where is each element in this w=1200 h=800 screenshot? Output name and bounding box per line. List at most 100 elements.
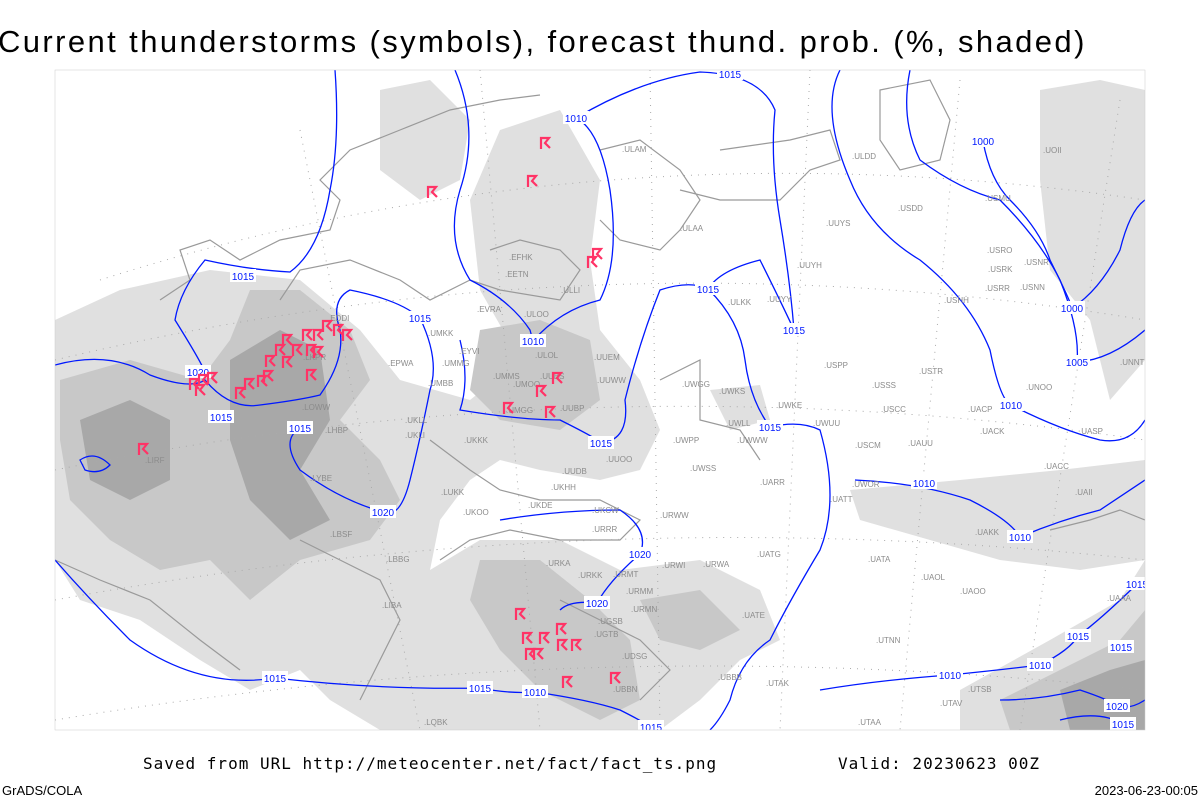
station-label: .UNNT [1120,358,1145,367]
station-label: .UKCW [592,506,619,515]
isobar-label-bg [970,134,996,147]
thunderstorm-symbol-icon [264,354,277,367]
thunderstorm-symbol-icon [532,647,545,660]
isobar-label-bg [1110,717,1136,730]
station-label: .UMMG [442,359,470,368]
station-label: .UMKK [428,329,454,338]
isobar-label: 1015 [783,326,806,337]
thunderstorm-probability-shading [55,80,1145,730]
isobar-label-bg [638,720,664,730]
station-label: .UUDB [562,467,587,476]
thunderstorm-symbol-icon [305,343,318,356]
isobar-label: 1010 [913,479,936,490]
isobar-label: 1020 [187,368,210,379]
isobar-label: 1015 [719,70,742,81]
valid-time-text: Valid: 20230623 00Z [838,754,1041,773]
station-label: .UUOO [606,455,632,464]
thunderstorm-symbol-icon [256,374,269,387]
station-label: .URKK [578,571,603,580]
station-label: .URMN [631,605,657,614]
station-label: .LUKK [441,488,465,497]
station-label: .USNN [1020,283,1045,292]
isobar-label: 1010 [565,114,588,125]
station-label: .USNR [1024,258,1049,267]
thunderstorm-symbol-icon [526,174,539,187]
isobar-label: 1015 [409,314,432,325]
thunderstorm-symbol-icon [586,255,599,268]
station-label: .URWW [660,511,689,520]
thunderstorm-symbol-icon [321,319,334,332]
station-label: .UKLI [405,431,425,440]
station-label: .USRO [987,246,1012,255]
station-label: .UWOR [852,480,880,489]
station-label: .URWI [662,561,685,570]
thunderstorm-symbol-icon [291,343,304,356]
station-label: .UATG [757,550,781,559]
station-label: .EVRA [477,305,502,314]
station-label: .UATA [868,555,891,564]
thunderstorm-symbol-icon [274,343,287,356]
station-label: .USRK [988,265,1013,274]
isobar-label: 1000 [972,137,995,148]
station-label: .URKA [546,559,571,568]
isobar-label-bg [522,685,548,698]
station-label: .UAOL [921,573,946,582]
map-title: Current thunderstorms (symbols), forecas… [0,24,1087,59]
isobar-label-bg [1027,658,1053,671]
isobar-label: 1015 [264,674,287,685]
isobar-label-bg [627,547,653,560]
isobar-label: 1010 [1000,401,1023,412]
station-label: .USPP [824,361,848,370]
thunderstorm-symbol-icon [426,185,439,198]
isobar-label: 1015 [759,423,782,434]
station-label: .UAUU [908,439,933,448]
station-label: .UWLL [726,419,751,428]
station-label: .URMT [613,570,638,579]
isobar-label: 1015 [232,272,255,283]
station-label: .UBBB [718,673,742,682]
station-label: .USDD [898,204,923,213]
station-label: .UWPP [673,436,699,445]
thunderstorm-symbol-icon [535,384,548,397]
station-label: .UTAK [766,679,790,688]
station-label: .ULAM [622,145,647,154]
station-label: .UTNN [876,636,901,645]
station-label: .URMM [626,587,653,596]
thunderstorm-symbol-icon [243,377,256,390]
station-label: .LHBP [325,426,348,435]
isobar-label-bg [1104,699,1130,712]
thunderstorm-symbol-icon [206,371,219,384]
station-label: .ULLI [561,286,580,295]
isobar-label-bg [1124,577,1145,590]
isobar-label: 1005 [1066,358,1089,369]
station-label: .UTAA [858,718,882,727]
isobar-label-bg [757,420,783,433]
station-label: .USRR [985,284,1010,293]
station-label: .UACK [980,427,1005,436]
station-label: .UAKK [975,528,1000,537]
station-label: .LBSF [330,530,352,539]
isobar-label: 1010 [939,671,962,682]
isobar-label-bg [937,668,963,681]
station-label: .UWUU [813,419,840,428]
station-label: .UWWW [737,436,768,445]
isobar-label-bg [781,323,807,336]
station-label: .UATE [742,611,765,620]
isobar-label: 1020 [629,550,652,561]
station-label: .UNOO [1026,383,1052,392]
thunderstorm-symbol-icon [561,675,574,688]
isobar-label: 1015 [1067,632,1090,643]
isobar-label-bg [588,436,614,449]
station-label: .EPWA [388,359,414,368]
thunderstorm-symbol-icon [312,345,325,358]
isobar-label: 1015 [590,439,613,450]
thunderstorm-symbol-icon [502,401,515,414]
thunderstorm-symbol-icon [301,328,314,341]
isobar-label-bg [370,505,396,518]
station-label: .UKKK [464,436,489,445]
thunderstorm-symbol-icon [194,383,207,396]
isobar-label-bg [1064,355,1090,368]
isobar-label: 1010 [522,337,545,348]
thunderstorm-symbol-icon [555,622,568,635]
station-label: .UATT [830,495,853,504]
